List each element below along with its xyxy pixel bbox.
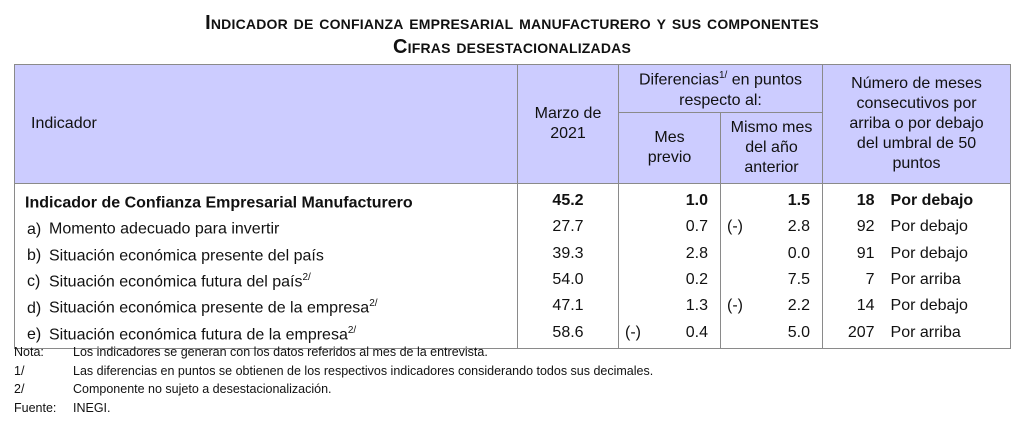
row-diff-year: (-) 2.8 xyxy=(719,214,824,241)
row-month-count: 91 xyxy=(822,240,881,267)
table-row: d) Situación económica presente de la emp… xyxy=(14,293,1012,320)
row-month-count: 14 xyxy=(822,293,881,320)
row-label: a) Momento adecuado para invertir xyxy=(14,214,518,241)
row-position: Por debajo xyxy=(880,240,1012,267)
row-position: Por debajo xyxy=(880,183,1012,215)
footnotes: Nota: Los indicadores se generan con los … xyxy=(14,343,653,418)
row-label: e) Situación económica futura de la empre… xyxy=(14,319,518,349)
row-diff-year: (-) 2.2 xyxy=(719,293,824,320)
row-diff-prev: 1.3 xyxy=(618,293,721,320)
row-month-count: 92 xyxy=(822,214,881,241)
row-position: Por arriba xyxy=(880,266,1012,294)
row-value: 54.0 xyxy=(517,266,619,294)
row-diff-year: 0.0 xyxy=(719,240,824,267)
table-row: c) Situación económica futura del país2/5… xyxy=(14,266,1012,294)
row-month-count: 18 xyxy=(822,183,881,215)
row-diff-prev: 0.7 xyxy=(618,214,721,241)
header-marzo: Marzo de 2021 xyxy=(517,64,619,184)
row-diff-prev: 2.8 xyxy=(618,240,721,267)
row-position: Por arriba xyxy=(880,319,1012,349)
table-row: Indicador de Confianza Empresarial Manuf… xyxy=(14,183,1012,215)
row-diff-prev: 0.2 xyxy=(618,266,721,294)
footnote: Fuente: INEGI. xyxy=(14,401,111,416)
row-month-count: 207 xyxy=(822,319,881,349)
row-diff-year: 1.5 xyxy=(719,183,824,215)
row-label: d) Situación económica presente de la emp… xyxy=(14,293,518,320)
table-row: e) Situación económica futura de la empre… xyxy=(14,319,1012,349)
header-diferencias: Diferencias1/ en puntos respecto al: xyxy=(617,64,824,113)
row-diff-prev: 1.0 xyxy=(618,183,721,215)
row-diff-year: 7.5 xyxy=(719,266,824,294)
row-value: 58.6 xyxy=(517,319,619,349)
table-title: Indicador de confianza empresarial manuf… xyxy=(205,12,819,34)
footnote: Nota: Los indicadores se generan con los … xyxy=(14,345,488,359)
row-label: c) Situación económica futura del país2/ xyxy=(14,266,518,294)
header-meses: Número de meses consecutivos por arriba … xyxy=(822,64,1012,184)
header-mes-previo: Mes previo xyxy=(618,112,721,184)
footnote: 2/Componente no sujeto a desestacionaliz… xyxy=(14,382,332,397)
row-label: Indicador de Confianza Empresarial Manuf… xyxy=(14,183,518,215)
row-position: Por debajo xyxy=(880,214,1012,241)
indicator-table: Indicador Marzo de 2021 Diferencias1/ en… xyxy=(14,64,1012,349)
table-row: a) Momento adecuado para invertir 27.7 0.7(… xyxy=(14,214,1012,241)
row-diff-year: 5.0 xyxy=(719,319,824,349)
header-indicador: Indicador xyxy=(14,64,518,184)
footnote: 1/Las diferencias en puntos se obtienen … xyxy=(14,363,654,378)
row-label: b) Situación económica presente del país xyxy=(14,240,518,267)
table-subtitle: Cifras desestacionalizadas xyxy=(392,36,632,58)
row-position: Por debajo xyxy=(880,293,1012,320)
row-month-count: 7 xyxy=(822,266,881,294)
row-value: 27.7 xyxy=(517,214,619,241)
row-value: 39.3 xyxy=(517,240,619,267)
header-mismo-mes: Mismo mes del año anterior xyxy=(719,112,824,184)
row-value: 47.1 xyxy=(517,293,619,320)
row-value: 45.2 xyxy=(517,183,619,215)
table-row: b) Situación económica presente del país 3… xyxy=(14,240,1012,267)
